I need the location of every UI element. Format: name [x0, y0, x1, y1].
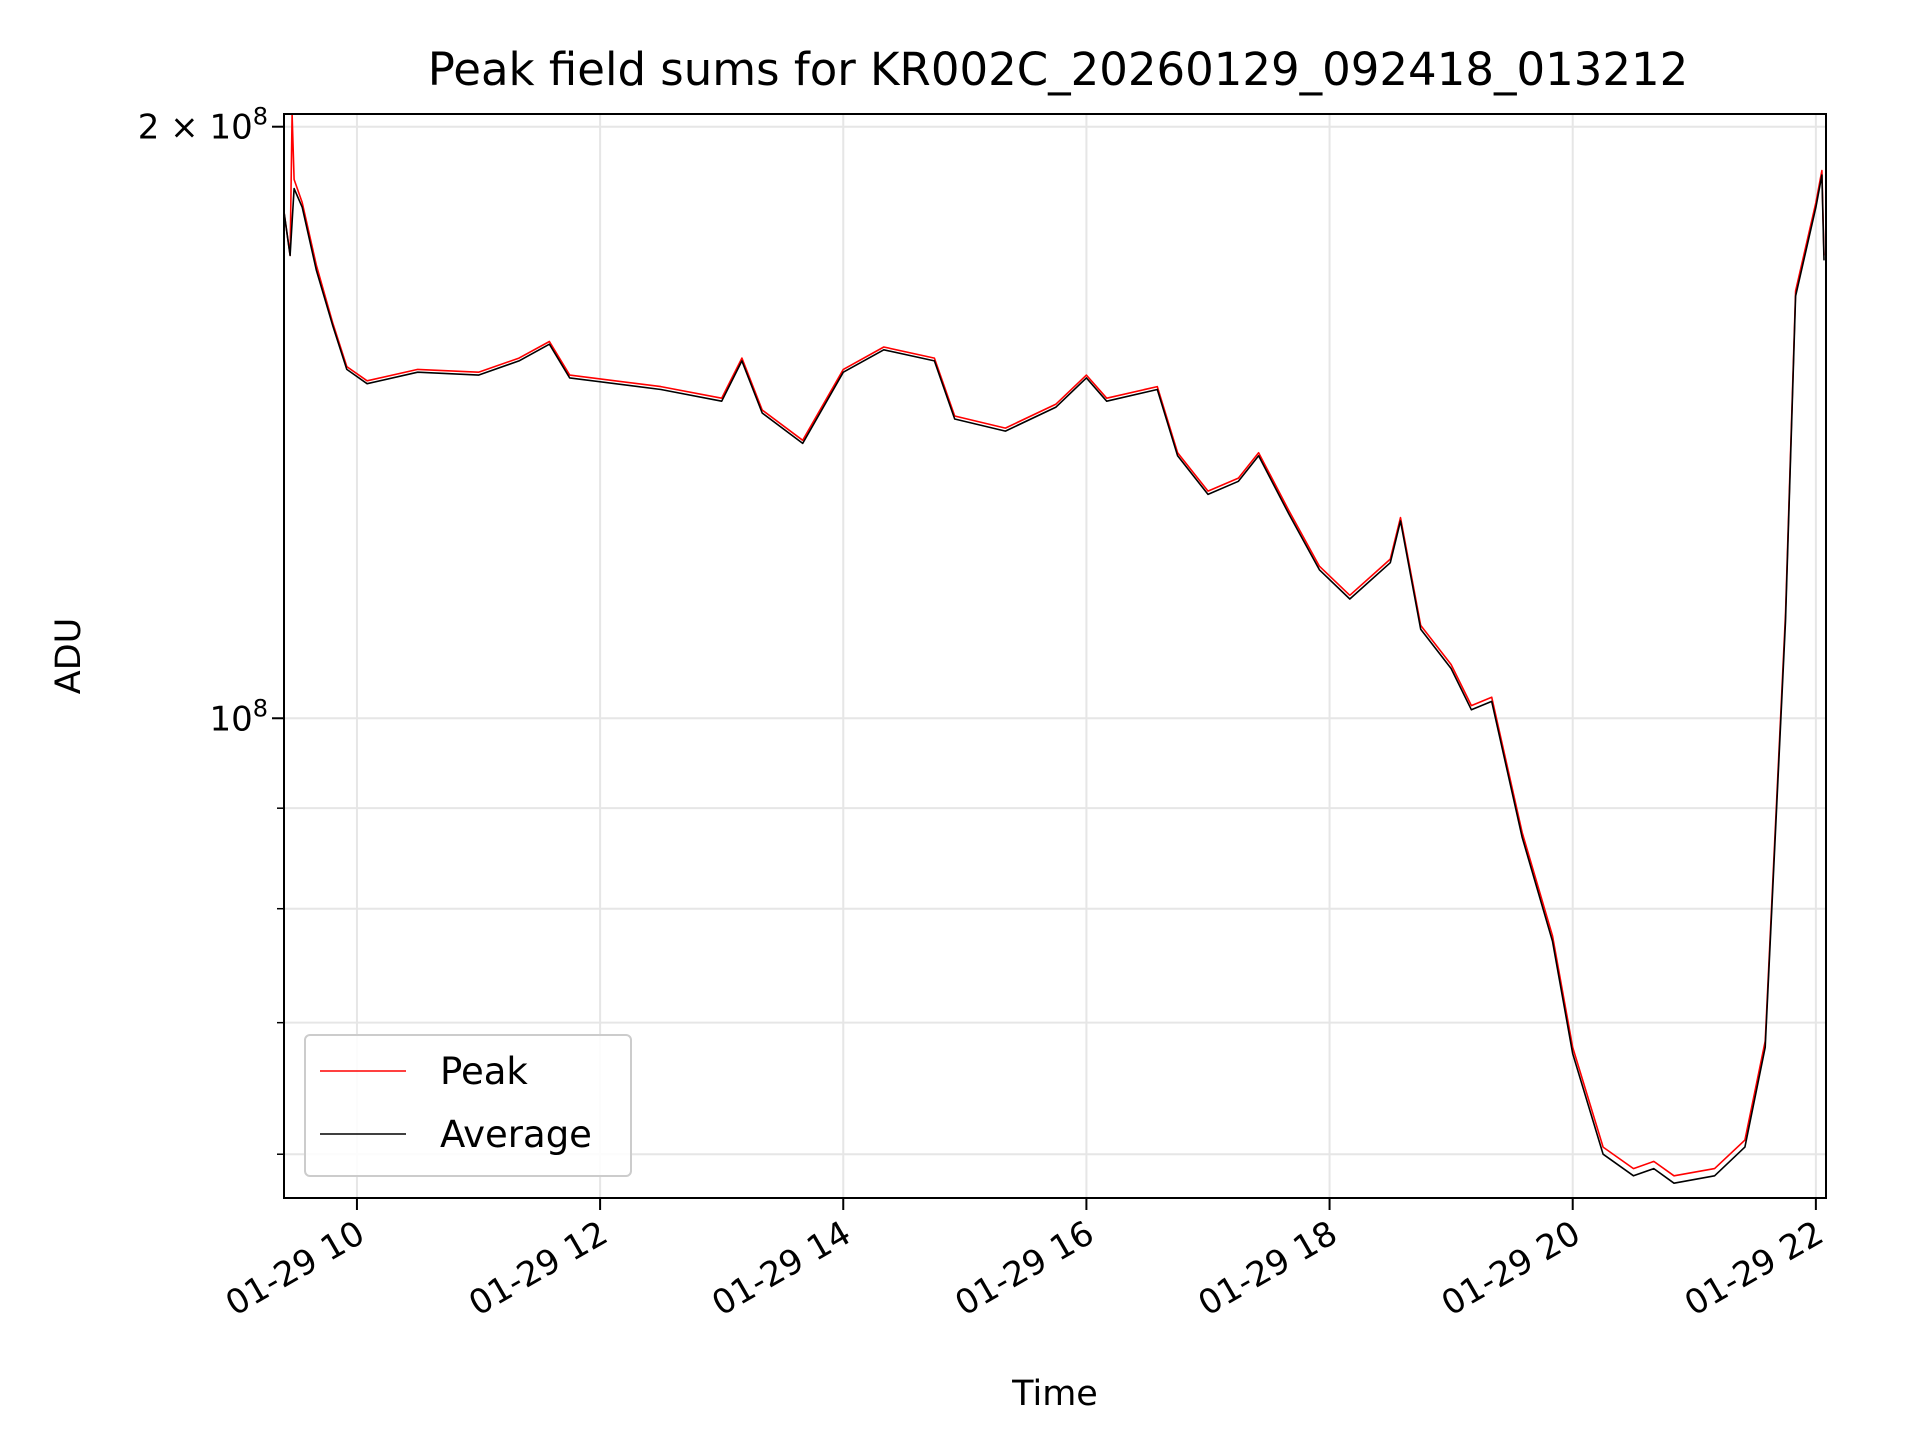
series-line-peak [283, 113, 1825, 1177]
y-axis: 108 2 × 108 [138, 103, 284, 1155]
y-tick-label: 2 × 108 [138, 103, 268, 148]
series-layer [283, 113, 1825, 1184]
legend-label-average: Average [440, 1113, 592, 1156]
chart-title: Peak field sums for KR002C_20260129_0924… [428, 43, 1688, 96]
x-axis-label: Time [1011, 1374, 1098, 1414]
series-line-average [283, 174, 1825, 1184]
grid [284, 114, 1826, 1198]
y-axis-label: ADU [49, 618, 89, 695]
plot-frame [283, 113, 1827, 1199]
y-tick-label: 108 [209, 694, 268, 739]
legend: Peak Average [304, 1034, 632, 1177]
legend-label-peak: Peak [440, 1050, 528, 1093]
